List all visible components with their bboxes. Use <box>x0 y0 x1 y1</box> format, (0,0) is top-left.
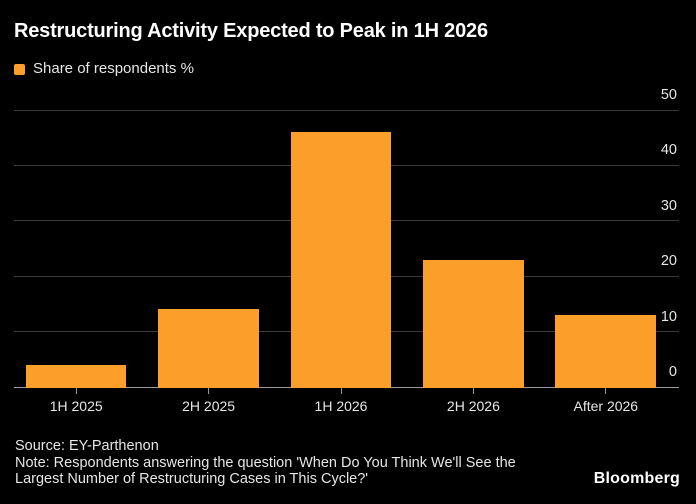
bloomberg-logo: Bloomberg <box>593 470 680 487</box>
x-tick-2h-2025 <box>208 388 210 394</box>
legend-label: Share of respondents % <box>33 60 194 77</box>
bar-2h-2025 <box>158 309 259 388</box>
x-tick-label-1h-2025: 1H 2025 <box>49 398 103 414</box>
x-tick-after-2026 <box>605 388 607 394</box>
y-tick-label-40: 40 <box>660 142 677 159</box>
x-tick-label-2h-2025: 2H 2025 <box>182 398 236 414</box>
y-tick-label-10: 10 <box>660 308 677 325</box>
chart-title: Restructuring Activity Expected to Peak … <box>14 20 488 42</box>
bar-after-2026 <box>555 314 657 388</box>
source-text: Source: EY-Parthenon <box>15 438 159 454</box>
x-tick-1h-2025 <box>75 388 77 394</box>
footer: Source: EY-Parthenon Note: Respondents a… <box>15 438 516 488</box>
x-tick-label-1h-2026: 1H 2026 <box>314 398 368 414</box>
legend-swatch-icon <box>14 63 25 75</box>
legend: Share of respondents % <box>14 60 194 77</box>
x-tick-label-after-2026: After 2026 <box>573 398 639 414</box>
y-tick-label-30: 30 <box>660 197 677 214</box>
y-tick-label-50: 50 <box>660 87 677 103</box>
bar-1h-2026 <box>290 132 392 388</box>
bar-2h-2026 <box>423 259 524 388</box>
note-line-1: Note: Respondents answering the question… <box>15 454 516 471</box>
y-tick-label-0: 0 <box>668 364 677 380</box>
y-tick-label-20: 20 <box>660 253 677 270</box>
bar-1h-2025 <box>25 364 127 388</box>
note-line-2: Largest Number of Restructuring Cases in… <box>15 471 369 487</box>
x-tick-1h-2026 <box>340 388 342 394</box>
x-tick-2h-2026 <box>472 388 474 394</box>
gridline-50 <box>14 109 679 111</box>
x-tick-label-2h-2026: 2H 2026 <box>446 398 500 414</box>
